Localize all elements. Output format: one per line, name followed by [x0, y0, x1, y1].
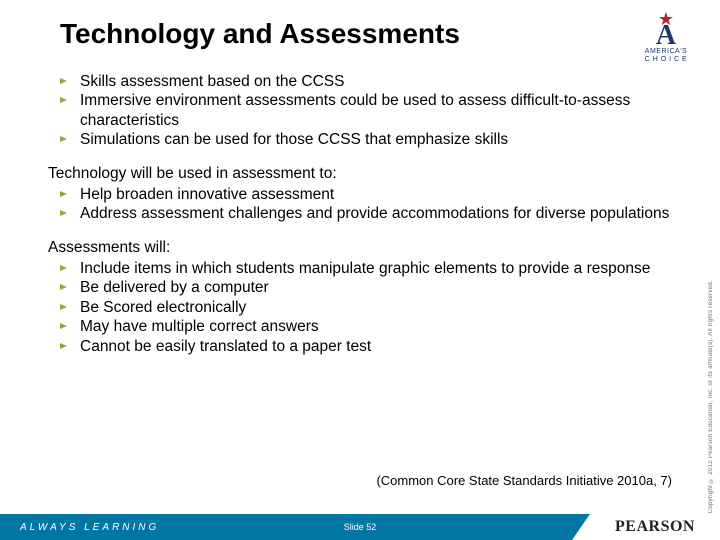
vertical-copyright: Copyright © 2012 Pearson Education, Inc.… — [708, 280, 714, 513]
list-item: Simulations can be used for those CCSS t… — [48, 130, 672, 149]
list-item: Help broaden innovative assessment — [48, 185, 672, 204]
list-item: Be Scored electronically — [48, 298, 672, 317]
logo-text-top: AMERICA'S — [636, 48, 696, 56]
list-item: Skills assessment based on the CCSS — [48, 72, 672, 91]
block-lead: Assessments will: — [48, 238, 672, 257]
list-item: Address assessment challenges and provid… — [48, 204, 672, 223]
content-area: Skills assessment based on the CCSS Imme… — [48, 72, 672, 370]
slide: Technology and Assessments ★ A AMERICA'S… — [0, 0, 720, 540]
pearson-logo-box: PEARSON — [590, 514, 720, 540]
footer-bar: ALWAYS LEARNING Slide 52 PEARSON — [0, 514, 720, 540]
always-learning-text: ALWAYS LEARNING — [20, 522, 159, 533]
bullet-block: Technology will be used in assessment to… — [48, 164, 672, 224]
list-item: Be delivered by a computer — [48, 278, 672, 297]
slide-title: Technology and Assessments — [60, 18, 460, 50]
bullet-block: Assessments will: Include items in which… — [48, 238, 672, 356]
bullet-block: Skills assessment based on the CCSS Imme… — [48, 72, 672, 150]
list-item: May have multiple correct answers — [48, 317, 672, 336]
slide-number: Slide 52 — [344, 522, 377, 532]
bullet-list: Skills assessment based on the CCSS Imme… — [48, 72, 672, 150]
logo-letter: A — [636, 24, 696, 48]
logo-text-bottom: C H O I C E — [636, 56, 696, 64]
list-item: Include items in which students manipula… — [48, 259, 672, 278]
bullet-list: Include items in which students manipula… — [48, 259, 672, 356]
pearson-logo: PEARSON — [615, 518, 695, 536]
bullet-list: Help broaden innovative assessment Addre… — [48, 185, 672, 224]
list-item: Cannot be easily translated to a paper t… — [48, 337, 672, 356]
citation-text: (Common Core State Standards Initiative … — [376, 473, 672, 488]
block-lead: Technology will be used in assessment to… — [48, 164, 672, 183]
americas-choice-logo: ★ A AMERICA'S C H O I C E — [636, 14, 696, 64]
list-item: Immersive environment assessments could … — [48, 91, 672, 130]
